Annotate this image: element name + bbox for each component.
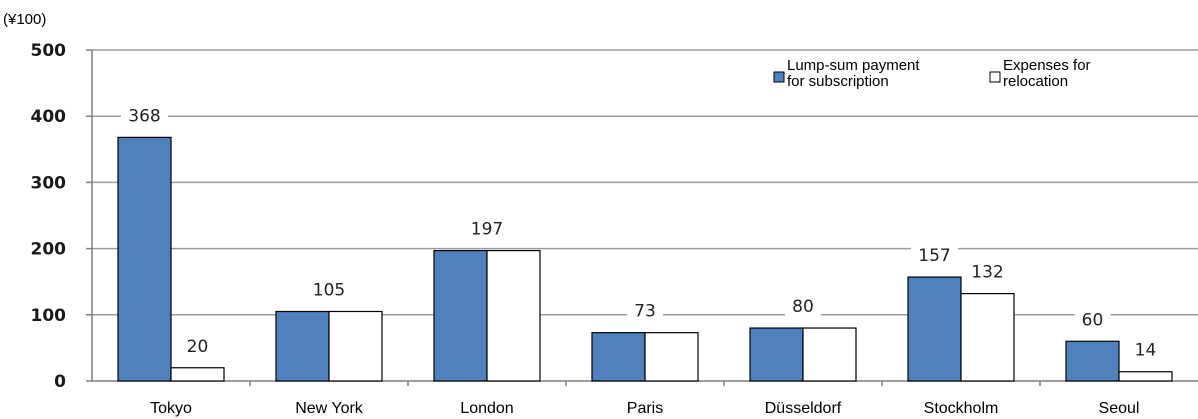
legend-label: Expenses for: [1003, 57, 1091, 74]
data-label-bg: [463, 218, 511, 241]
bar-relocation-3: [644, 332, 699, 382]
bar-lump-sum-2: [433, 249, 488, 382]
category-label: Stockholm: [924, 400, 999, 417]
data-label-bg: [121, 105, 168, 128]
data-label: 80: [792, 297, 814, 317]
y-tick-label: 100: [31, 306, 67, 326]
category-label: London: [460, 400, 513, 417]
category-label: New York: [295, 400, 364, 417]
data-label-bg: [627, 300, 663, 323]
data-label-bg: [964, 261, 1011, 284]
data-label: 105: [313, 280, 345, 300]
bar-relocation-5: [960, 293, 1015, 382]
bar-lump-sum-1: [275, 310, 330, 382]
y-tick-label: 200: [31, 240, 67, 260]
data-label-bg: [1074, 309, 1111, 332]
unit-label: (¥100): [3, 11, 46, 28]
category-label: Düsseldorf: [765, 400, 842, 417]
y-tick-label: 0: [54, 372, 66, 392]
data-labels: 368 20 105 197 73 80 157 132 60 14: [121, 105, 1164, 362]
data-label: 197: [471, 220, 503, 240]
data-label: 60: [1082, 310, 1104, 330]
bar-lump-sum-6: [1065, 340, 1120, 382]
bar-relocation-4: [802, 327, 857, 382]
y-tick-labels: 0 100 200 300 400 500: [31, 41, 67, 392]
category-label: Tokyo: [150, 400, 192, 417]
data-label: 132: [971, 263, 1003, 283]
bar-lump-sum-0: [117, 136, 172, 382]
data-label: 20: [187, 337, 209, 357]
bar-relocation-2: [486, 249, 541, 382]
data-label-bg: [179, 335, 216, 358]
y-tick-label: 400: [31, 107, 67, 127]
data-label-bg: [305, 279, 353, 302]
y-tick-label: 500: [31, 41, 67, 61]
bar-lump-sum-4: [749, 327, 804, 382]
y-tick-label: 300: [31, 173, 67, 193]
category-labels: Tokyo New York London Paris Düsseldorf Stockh…: [150, 400, 1139, 417]
bar-relocation-6: [1118, 371, 1173, 382]
data-label: 368: [128, 106, 160, 126]
bar-lump-sum-3: [591, 332, 646, 382]
data-label: 157: [918, 246, 950, 266]
legend-swatch: [989, 71, 1001, 83]
data-label-bg: [1127, 339, 1164, 362]
category-label: Paris: [627, 400, 663, 417]
bar-relocation-1: [328, 310, 383, 382]
data-label: 73: [634, 302, 656, 322]
bar-lump-sum-5: [907, 276, 962, 382]
bars: [117, 136, 1173, 382]
bar-relocation-0: [170, 367, 225, 382]
data-label-bg: [911, 245, 958, 268]
data-label-bg: [785, 296, 821, 319]
legend-swatch: [773, 71, 785, 83]
legend-label: Lump-sum payment: [787, 57, 920, 74]
legend-label: relocation: [1003, 73, 1068, 90]
legend-label: for subscription: [787, 73, 889, 90]
category-label: Seoul: [1099, 400, 1140, 417]
data-label: 14: [1135, 341, 1157, 361]
